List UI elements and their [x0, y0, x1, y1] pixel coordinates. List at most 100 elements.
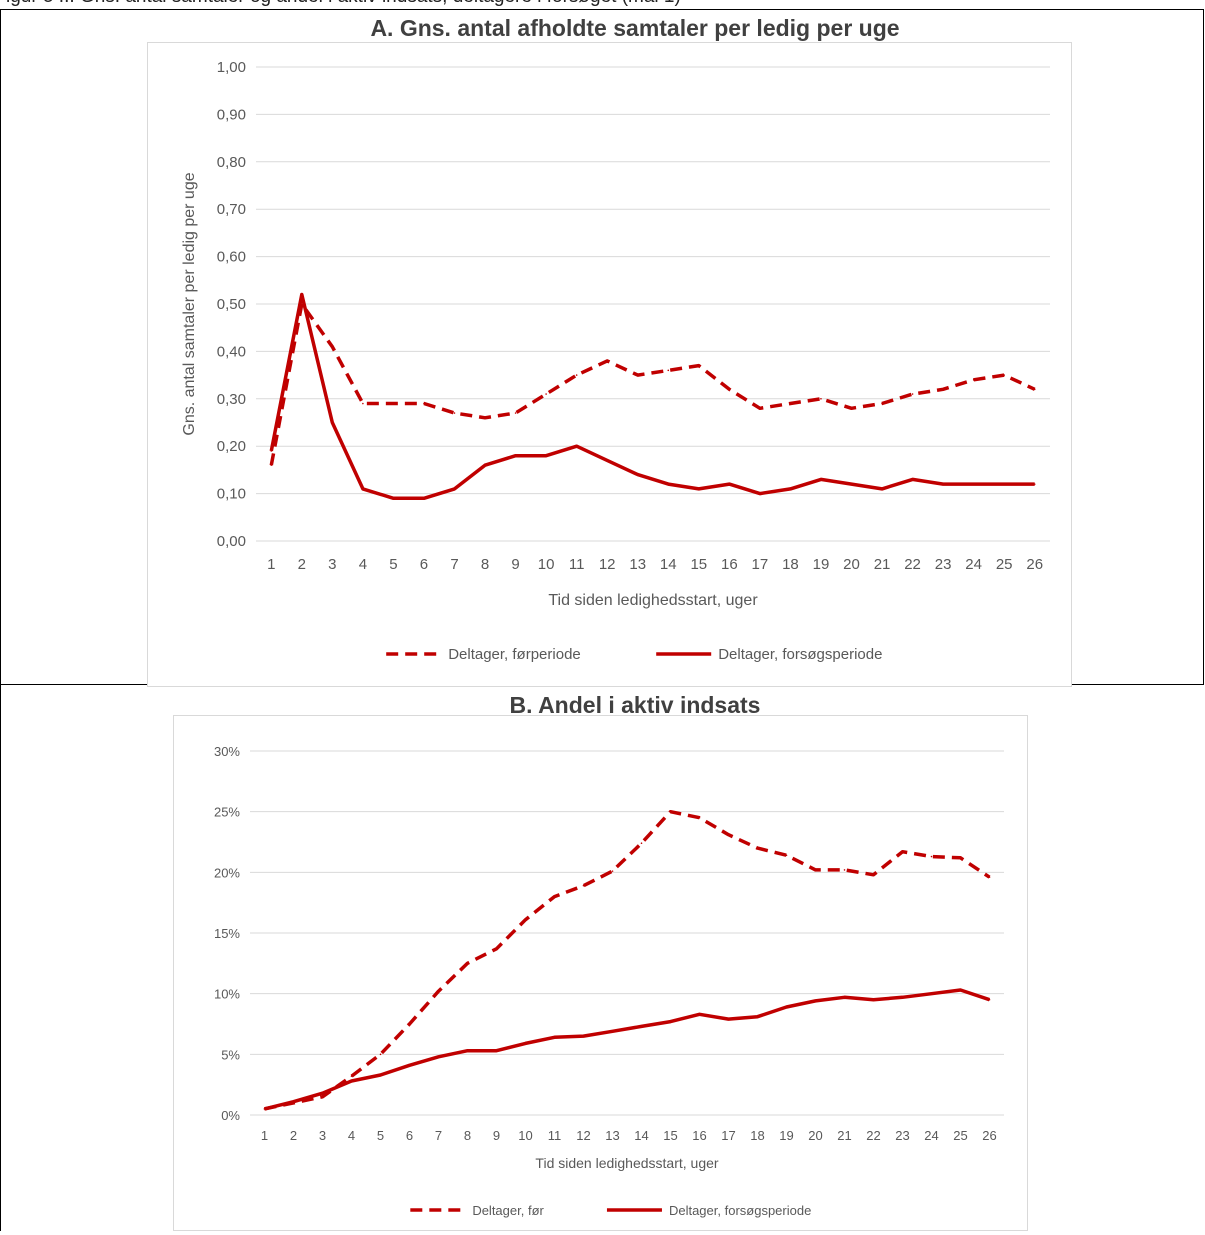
chart-a-data-point: [698, 364, 700, 367]
chart-b-x-tick-label: 2: [290, 1128, 297, 1143]
chart-a-x-tick-label: 5: [389, 556, 397, 573]
chart-a-data-point: [270, 450, 273, 452]
chart-b-data-point: [930, 992, 933, 995]
chart-b-y-tick-label: 0%: [221, 1108, 240, 1123]
chart-a-data-point: [484, 416, 486, 419]
chart-b-x-tick-label: 16: [692, 1128, 706, 1143]
chart-b-x-tick-label: 6: [406, 1128, 413, 1143]
chart-a-x-tick-label: 6: [420, 556, 428, 573]
chart-b-y-tick-label: 25%: [214, 805, 240, 820]
chart-b-x-tick-label: 20: [808, 1128, 822, 1143]
chart-a-data-point: [728, 388, 731, 391]
chart-b-data-point: [785, 1006, 788, 1008]
chart-a-x-tick-label: 8: [481, 556, 489, 573]
chart-a-data-point: [606, 459, 608, 462]
panel-b-title: B. Andel i aktiv indsats: [509, 692, 761, 718]
chart-b-x-tick-label: 5: [377, 1128, 384, 1143]
chart-b-x-tick-label: 26: [982, 1128, 996, 1143]
chart-b-x-tick-label: 4: [348, 1128, 355, 1143]
chart-b-legend-label: Deltager, før: [472, 1203, 544, 1218]
chart-a-y-tick-label: 1,00: [217, 59, 246, 76]
chart-a-data-point: [972, 379, 975, 381]
chart-a-x-tick-label: 17: [752, 556, 769, 573]
chart-b-data-point: [814, 869, 817, 871]
chart-a-y-tick-label: 0,70: [217, 201, 246, 218]
chart-a-x-tick-label: 18: [782, 556, 799, 573]
chart-a-data-point: [1033, 388, 1036, 391]
chart-a-data-point: [911, 393, 914, 395]
chart-b-x-tick-label: 17: [721, 1128, 735, 1143]
chart-a-data-point: [575, 374, 578, 376]
chart-a-y-tick-label: 0,50: [217, 296, 246, 313]
chart-b-y-tick-label: 10%: [214, 987, 240, 1002]
chart-b-x-tick-label: 11: [548, 1128, 562, 1143]
chart-b-data-point: [379, 1074, 382, 1076]
chart-b-series-solid-line: [264, 988, 991, 1111]
chart-a-data-point: [667, 483, 670, 485]
chart-a-y-tick-label: 0,30: [217, 391, 246, 408]
chart-a-data-point: [392, 497, 395, 500]
chart-b-data-point: [640, 1025, 643, 1028]
chart-b-data-point: [959, 856, 962, 859]
chart-a-data-point: [423, 402, 425, 405]
chart-a-x-tick-label: 9: [511, 556, 519, 573]
chart-a-data-point: [545, 454, 547, 457]
chart-b-x-tick-label: 25: [953, 1128, 967, 1143]
chart-a-data-point: [759, 492, 761, 495]
chart-a-y-tick-label: 0,80: [217, 154, 246, 171]
chart-a-data-point: [698, 488, 700, 490]
chart-b-data-point: [843, 869, 846, 871]
chart-b-data-point: [263, 1108, 266, 1110]
panel-a-title: A. Gns. antal afholdte samtaler per ledi…: [370, 15, 900, 41]
chart-b-data-point: [582, 884, 585, 887]
chart-b-data-point: [292, 1100, 295, 1103]
chart-a-data-point: [667, 369, 670, 372]
chart-a-x-tick-label: 16: [721, 556, 738, 573]
chart-b-data-point: [785, 854, 788, 857]
chart-b-data-point: [437, 990, 440, 993]
table-border-right: [1203, 9, 1204, 685]
chart-a-x-tick-label: 24: [965, 556, 982, 573]
chart-b-y-tick-label: 20%: [214, 865, 240, 880]
chart-a-data-point: [942, 483, 944, 485]
chart-a-y-axis-label: Gns. antal samtaler per ledig per uge: [181, 172, 198, 435]
chart-b-data-point: [988, 876, 991, 878]
chart-b-data-point: [872, 873, 875, 876]
chart-b-data-point: [524, 918, 527, 921]
chart-b-x-tick-label: 13: [605, 1128, 619, 1143]
chart-a-x-tick-label: 23: [935, 556, 952, 573]
chart-a-series-solid-line: [269, 292, 1035, 501]
chart-b-x-tick-label: 12: [576, 1128, 590, 1143]
chart-b-data-point: [495, 1049, 498, 1052]
chart-a: 0,00 0,10 0,20 0,30 0,40 0,50 0,60 0,70 0,80 0,90…: [181, 59, 1050, 663]
chart-a-x-tick-label: 3: [328, 556, 336, 573]
chart-a-data-point: [392, 402, 395, 405]
chart-b-x-tick-label: 1: [261, 1128, 268, 1143]
table-border-top: [0, 9, 1204, 10]
chart-b-data-point: [437, 1055, 440, 1058]
chart-a-data-point: [728, 483, 731, 485]
chart-a-data-point: [362, 488, 364, 490]
chart-a-data-point: [545, 393, 547, 395]
chart-b-data-point: [350, 1080, 353, 1082]
chart-b-data-point: [727, 833, 730, 836]
chart-a-data-point: [759, 407, 761, 410]
chart-a-y-tick-label: 0,90: [217, 106, 246, 123]
chart-b-data-point: [901, 850, 904, 853]
chart-b-data-point: [553, 1036, 556, 1039]
chart-a-data-point: [514, 454, 517, 457]
chart-b-x-tick-label: 9: [493, 1128, 500, 1143]
chart-b-y-tick-label: 15%: [214, 926, 240, 941]
chart-b-data-point: [321, 1092, 324, 1094]
chart-a-x-tick-label: 20: [843, 556, 860, 573]
chart-b-x-tick-label: 3: [319, 1128, 326, 1143]
chart-a-data-point: [789, 402, 792, 405]
chart-b-data-point: [466, 1049, 469, 1052]
chart-b-data-point: [669, 1020, 672, 1023]
chart-a-data-point: [942, 388, 944, 391]
chart-b-data-point: [408, 1023, 411, 1025]
chart-a-x-tick-label: 1: [267, 556, 275, 573]
chart-a-x-tick-label: 4: [359, 556, 367, 573]
chart-a-data-point: [453, 488, 456, 490]
chart-a-data-point: [820, 478, 822, 481]
